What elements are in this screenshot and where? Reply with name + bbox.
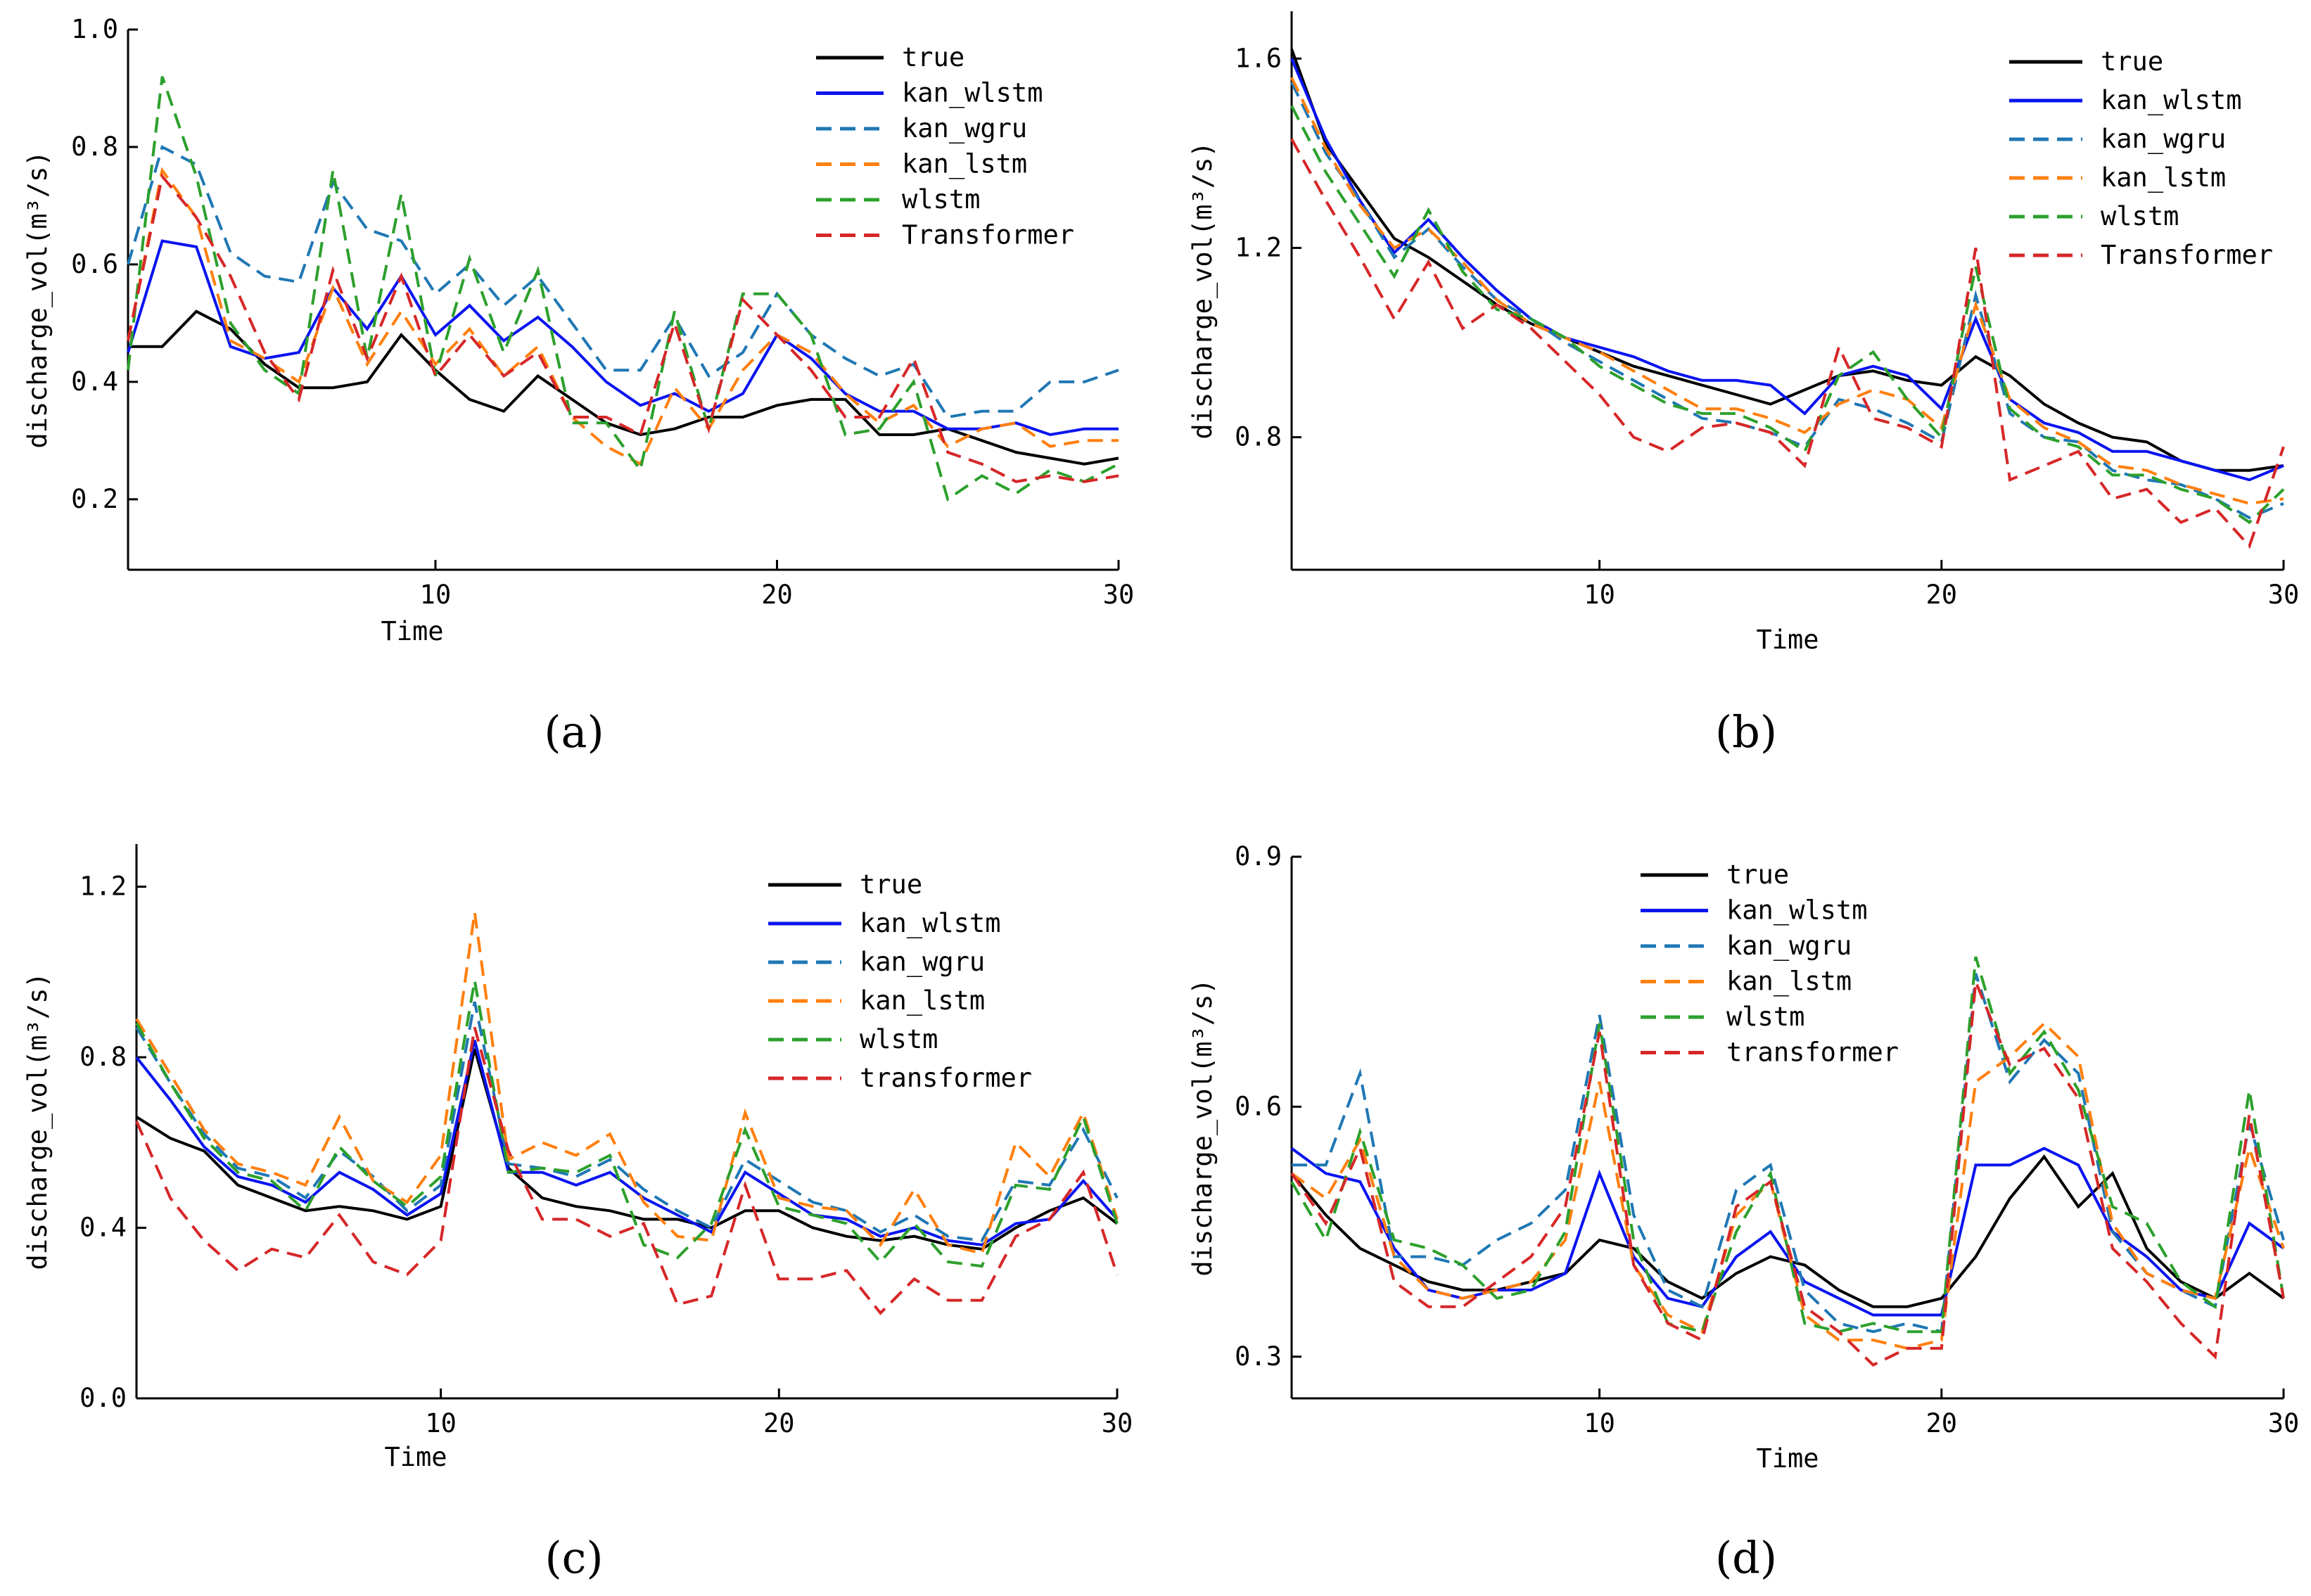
legend-label: true [860,869,922,900]
y-tick-label: 0.4 [71,366,118,397]
series-line-kan_wlstm [1290,58,2284,482]
legend-label: true [1726,860,1789,890]
y-axis-label: discharge_vol(m³/s) [1188,978,1218,1276]
series-line-kan_wlstm [135,1040,1119,1246]
legend-label: kan_wgru [1726,931,1852,962]
series-line-kan_wlstm [1290,1147,2285,1317]
series-line-kan_wgru [135,1001,1119,1242]
y-tick-label: 0.2 [71,484,118,514]
x-tick-label: 20 [763,1408,795,1438]
y-tick-label: 1.6 [1235,43,1282,73]
y-tick-label: 0.9 [1235,841,1282,872]
y-tick-label: 0.8 [79,1042,127,1072]
legend-label: Transformer [902,220,1074,250]
series-line-true [128,309,1119,466]
x-tick-label: 10 [1584,1408,1615,1438]
legend-label: kan_wlstm [2101,85,2241,116]
series-line-kan_lstm [135,912,1119,1256]
x-tick-label: 20 [1926,1408,1958,1438]
legend-label: wlstm [860,1024,938,1054]
series-line-transformer [127,173,1119,483]
panel-label: (a) [544,706,604,758]
legend-label: true [2101,46,2163,77]
x-tick-label: 20 [761,580,793,610]
legend-label: wlstm [1726,1002,1804,1032]
series-line-kan_lstm [1290,1021,2285,1350]
legend-label: transformer [1726,1038,1899,1068]
legend-label: wlstm [2101,201,2179,231]
series-line-transformer [135,1027,1119,1315]
panel-label: (b) [1715,706,1777,758]
y-tick-label: 0.6 [1235,1091,1282,1121]
legend-label: kan_lstm [860,985,985,1016]
y-tick-label: 0.4 [79,1213,127,1243]
legend-label: kan_wlstm [860,908,1000,939]
y-tick-label: 0.3 [1235,1341,1282,1372]
legend-label: kan_lstm [1726,966,1852,997]
y-axis-label: discharge_vol(m³/s) [23,151,53,448]
legend-label: kan_wlstm [902,78,1043,109]
series-line-kan_wgru [1292,973,2285,1334]
y-tick-label: 1.2 [1235,232,1282,262]
legend-label: Transformer [2101,240,2273,270]
x-axis-label: Time [1756,1443,1819,1474]
legend-label: kan_wlstm [1726,895,1867,926]
series-line-kan_wgru [127,145,1119,419]
series-line-kan_lstm [1290,77,2284,505]
y-tick-label: 0.0 [79,1383,127,1413]
series-line-transformer [1290,138,2285,549]
legend-label: wlstm [902,184,980,215]
x-tick-label: 30 [2268,580,2300,610]
panel-b: 0.8 1.2 1.6 10 20 30 true kan_wlstm kan_wgru kan_… [1188,11,2299,758]
panel-a: 0.2 0.4 0.6 0.8 1.0 10 20 30 true kan_wlstm kan_wg… [23,14,1134,758]
x-tick-label: 10 [1584,580,1615,610]
x-axis-label: Time [381,616,443,646]
y-tick-label: 0.8 [1235,422,1282,452]
panel-c: 0.0 0.4 0.8 1.2 10 20 30 true kan_wlstm kan_wgruk… [23,844,1133,1583]
panel-label: (d) [1715,1532,1777,1583]
series-line-wlstm [127,76,1119,502]
legend-label: kan_lstm [902,149,1027,180]
legend-label: transformer [860,1063,1032,1093]
x-axis-label: Time [384,1442,447,1472]
x-tick-label: 10 [420,580,452,610]
x-tick-label: 10 [425,1408,457,1438]
legend-label: kan_lstm [2101,162,2226,193]
x-axis-label: Time [1756,625,1819,655]
series-line-kan_lstm [127,167,1119,466]
y-tick-label: 0.8 [71,132,118,162]
panel-d: 0.3 0.6 0.9 10 20 30 true kan_wlstm kan_wgru kan_… [1188,841,2299,1583]
legend-label: true [902,42,964,72]
series-line-wlstm [1290,105,2285,525]
y-tick-label: 1.0 [71,14,118,44]
series-line-true [1290,49,2284,472]
legend-label: kan_wgru [2101,124,2226,155]
x-tick-label: 30 [1103,580,1135,610]
series-line-transformer [1290,981,2285,1367]
y-tick-label: 1.2 [79,872,127,902]
legend-label: kan_wgru [860,947,985,978]
series-line-true [1290,1154,2285,1308]
y-axis-label: discharge_vol(m³/s) [23,972,53,1270]
series-line-kan_wlstm [127,239,1119,437]
legend-label: kan_wgru [902,113,1027,144]
series-line-true [135,1048,1119,1251]
y-axis-label: discharge_vol(m³/s) [1188,141,1218,439]
x-tick-label: 20 [1926,580,1958,610]
y-tick-label: 0.6 [71,249,118,279]
x-tick-label: 30 [1102,1408,1133,1438]
x-tick-label: 30 [2268,1408,2300,1438]
series-line-wlstm [135,980,1119,1268]
panel-label: (c) [545,1532,603,1583]
